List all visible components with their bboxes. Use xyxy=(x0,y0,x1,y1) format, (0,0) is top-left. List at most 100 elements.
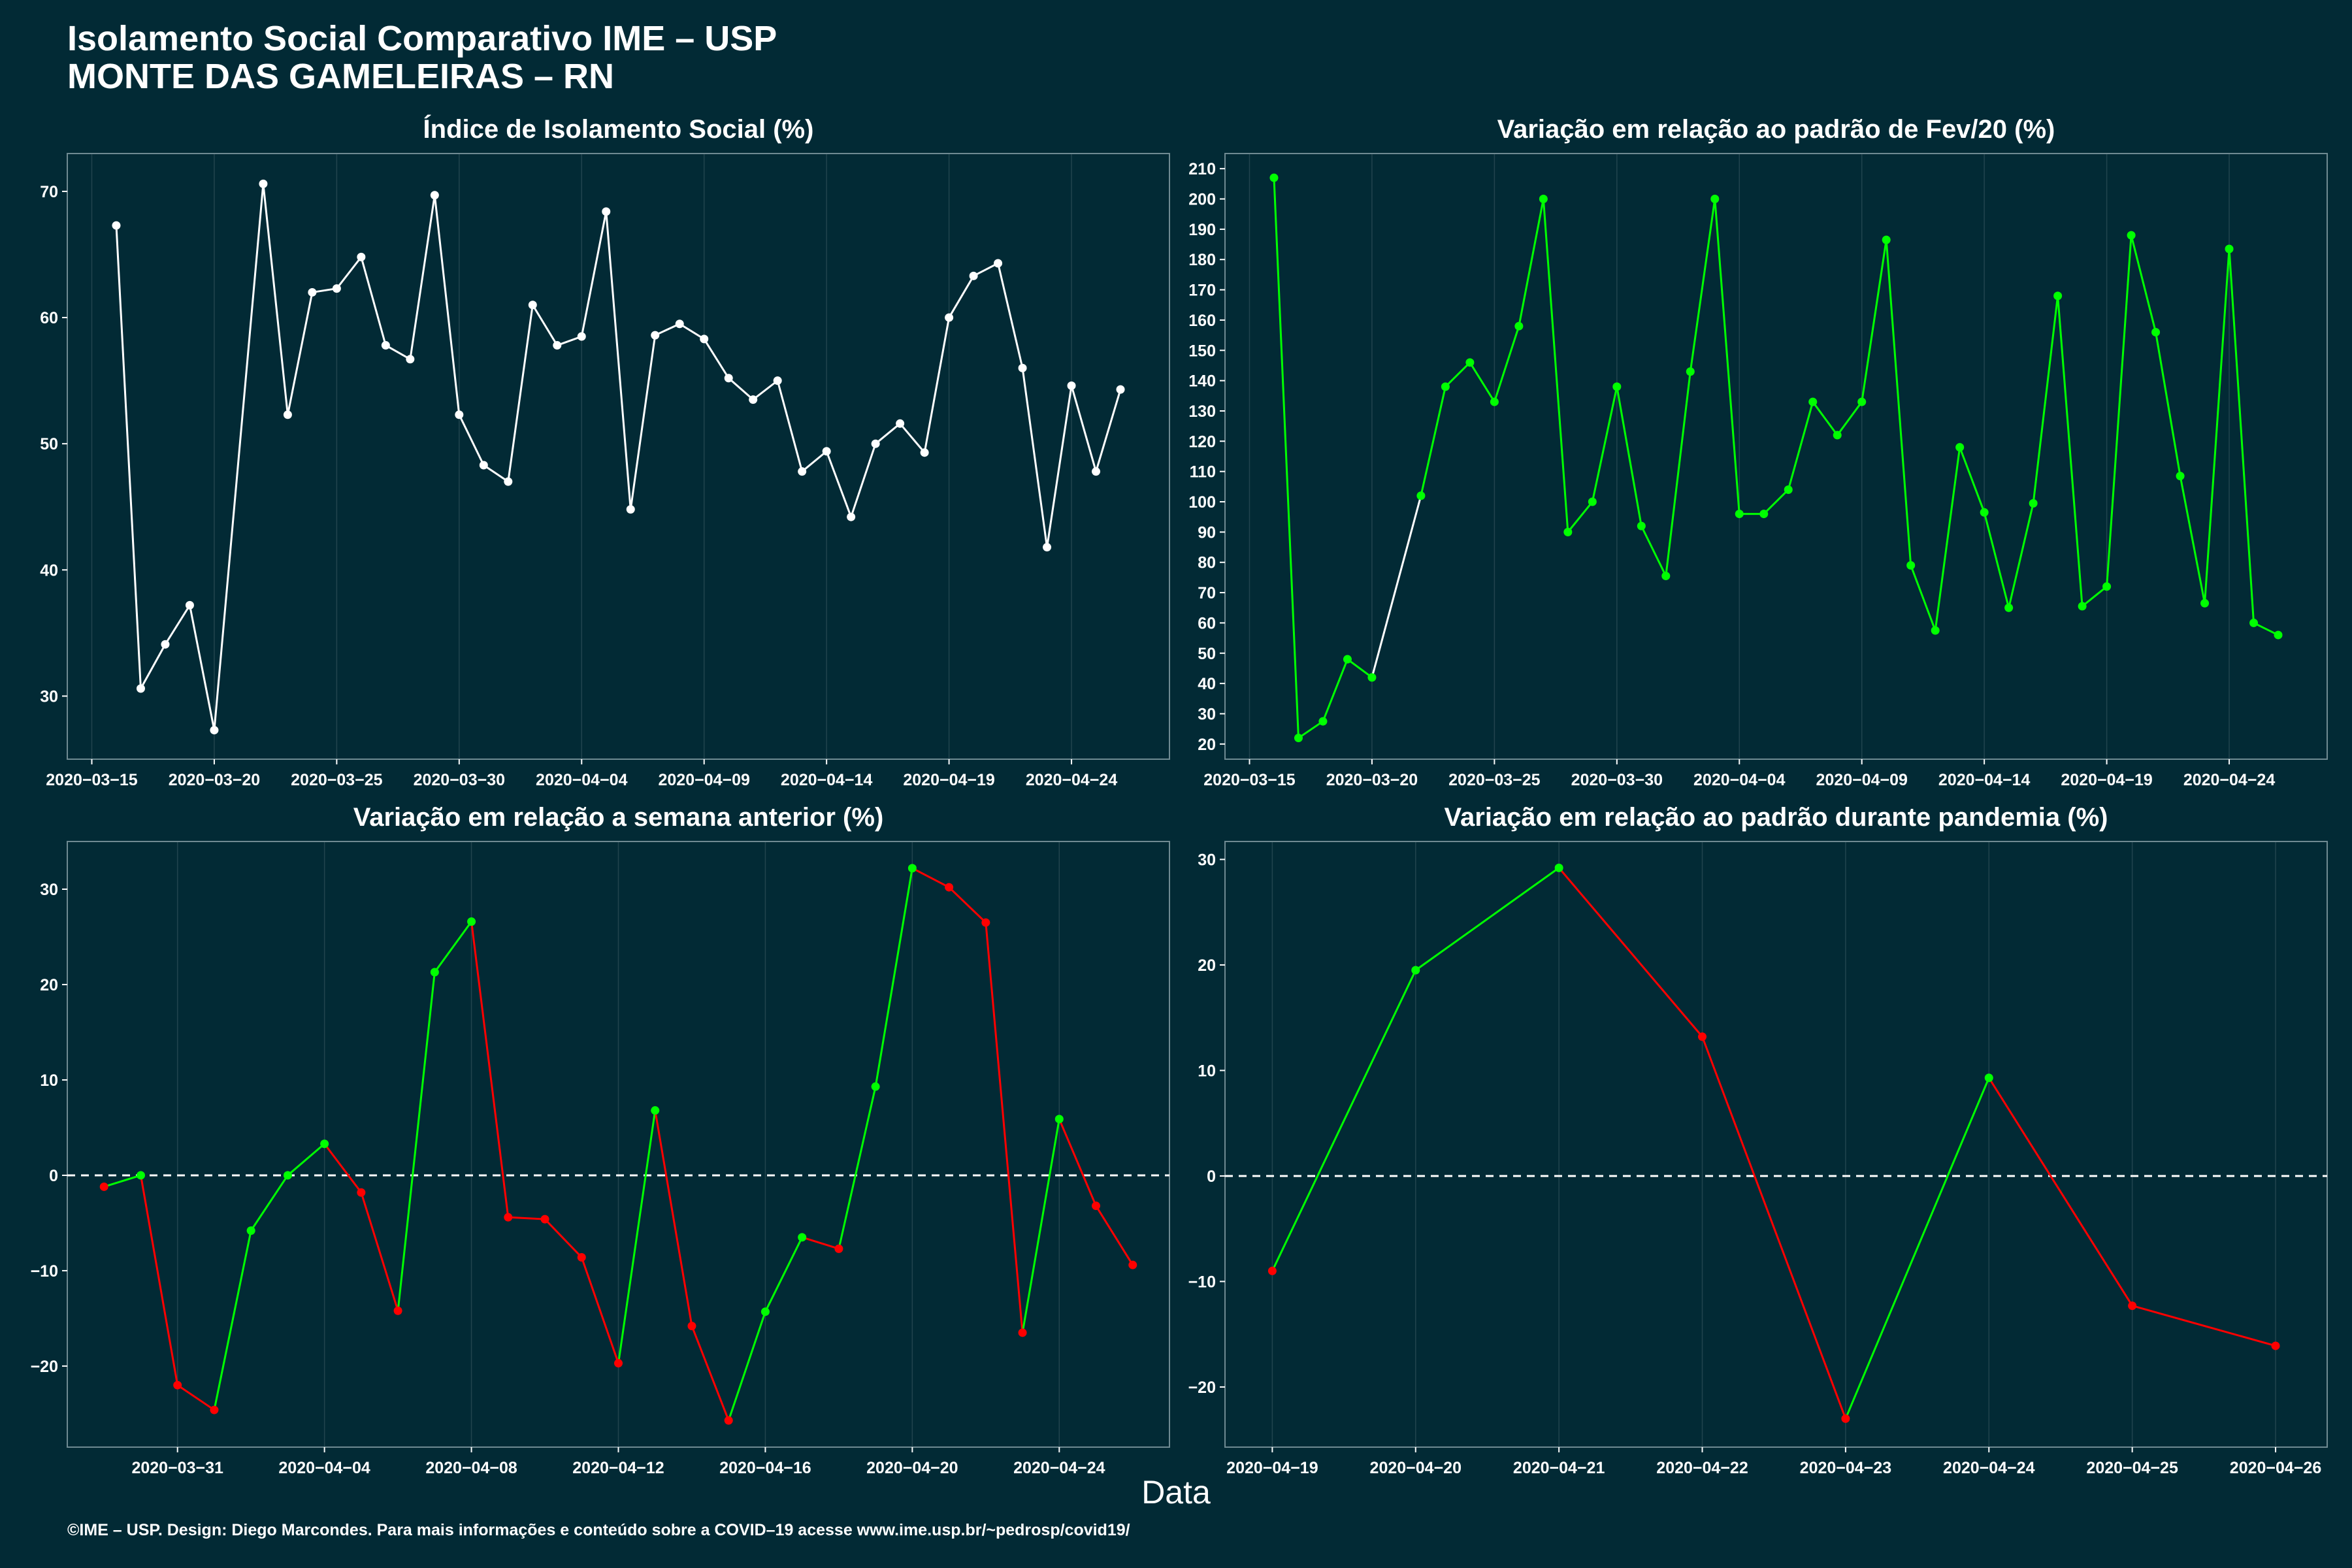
x-tick-label: 2020−04−23 xyxy=(1800,1459,1891,1477)
y-tick-label: 210 xyxy=(1188,160,1216,178)
data-point xyxy=(2225,244,2234,253)
series-segment xyxy=(605,211,632,510)
series-segment xyxy=(838,1086,877,1249)
data-point xyxy=(651,331,660,340)
series-segment xyxy=(1021,1119,1060,1333)
data-point xyxy=(1269,173,1279,182)
y-tick-label: 170 xyxy=(1188,282,1216,300)
series-segment xyxy=(2106,235,2132,587)
series-segment xyxy=(544,1218,583,1258)
x-tick-label: 2020−04−09 xyxy=(658,771,749,789)
y-tick-label: 30 xyxy=(1198,705,1216,723)
x-tick-label: 2020−04−24 xyxy=(2183,771,2276,789)
data-point xyxy=(907,864,917,873)
data-point xyxy=(210,1405,219,1414)
series-segment xyxy=(176,1384,215,1411)
series-segment xyxy=(874,868,913,1087)
series-segment xyxy=(728,377,754,400)
series-segment xyxy=(262,184,289,415)
y-tick-label: −20 xyxy=(1188,1379,1216,1397)
x-tick-label: 2020−04−14 xyxy=(1938,771,2031,789)
y-tick-label: 180 xyxy=(1188,251,1216,269)
x-tick-label: 2020−04−04 xyxy=(278,1459,370,1477)
x-axis-title: Data xyxy=(1141,1474,1211,1511)
y-tick-label: 100 xyxy=(1188,493,1216,512)
series-segment xyxy=(973,262,999,277)
data-point xyxy=(834,1244,843,1253)
series-segment xyxy=(1689,199,1716,372)
series-segment xyxy=(1070,385,1097,472)
data-point xyxy=(626,505,635,514)
data-point xyxy=(136,1171,145,1180)
series-segment xyxy=(433,195,461,415)
series-segment xyxy=(336,256,363,289)
x-tick-label: 2020−04−19 xyxy=(903,771,994,789)
y-tick-label: 30 xyxy=(40,881,58,899)
series-segment xyxy=(1701,1036,1847,1419)
data-point xyxy=(99,1182,108,1191)
series-segment xyxy=(1844,1077,1990,1419)
data-point xyxy=(210,726,219,735)
series-segment xyxy=(764,1237,804,1313)
data-point xyxy=(1411,966,1420,975)
data-point xyxy=(2271,1341,2280,1350)
data-point xyxy=(1539,195,1548,204)
x-tick-label: 2020−04−22 xyxy=(1656,1459,1748,1477)
data-point xyxy=(528,301,537,310)
data-point xyxy=(467,917,476,926)
panel-title-pandemia: Variação em relação ao padrão durante pa… xyxy=(1444,803,2108,832)
plot-frame xyxy=(1224,841,2328,1448)
data-point xyxy=(1554,863,1563,872)
data-point xyxy=(1661,572,1671,581)
series-segment xyxy=(213,184,265,730)
x-tick-label: 2020−03−20 xyxy=(169,771,260,789)
data-point xyxy=(2249,618,2259,627)
data-point xyxy=(553,341,562,350)
data-point xyxy=(2004,603,2014,612)
y-tick-label: 60 xyxy=(1198,614,1216,632)
data-point xyxy=(1267,1266,1277,1275)
series-segment xyxy=(1095,389,1122,472)
main-subtitle: MONTE DAS GAMELEIRAS – RN xyxy=(67,57,615,96)
series-segment xyxy=(629,335,657,510)
series-segment xyxy=(1058,1119,1097,1207)
series-segment xyxy=(1837,401,1863,436)
data-point xyxy=(393,1306,402,1315)
series-segment xyxy=(1414,867,1560,972)
series-segment xyxy=(1420,386,1446,497)
data-point xyxy=(577,1252,586,1262)
series-segment xyxy=(458,414,485,466)
series-segment xyxy=(557,335,582,346)
data-point xyxy=(602,207,611,216)
data-point xyxy=(724,1416,733,1425)
series-segment xyxy=(323,1143,363,1194)
data-point xyxy=(577,332,586,341)
data-point xyxy=(246,1226,255,1235)
data-point xyxy=(1054,1115,1064,1124)
panel-title-semana: Variação em relação a semana anterior (%… xyxy=(353,803,884,832)
series-segment xyxy=(1640,525,1667,577)
y-tick-label: 40 xyxy=(40,561,58,580)
data-point xyxy=(1367,673,1377,682)
data-point xyxy=(614,1359,623,1368)
data-point xyxy=(1698,1032,1707,1041)
series-segment xyxy=(1983,512,2010,608)
data-point xyxy=(1343,655,1352,664)
y-tick-label: 110 xyxy=(1190,463,1216,482)
series-segment xyxy=(948,886,987,924)
x-tick-label: 2020−04−09 xyxy=(1816,771,1907,789)
data-point xyxy=(1686,367,1695,376)
y-tick-label: 120 xyxy=(1188,433,1216,451)
series-segment xyxy=(409,195,436,360)
y-tick-label: −20 xyxy=(31,1358,58,1376)
data-point xyxy=(1128,1260,1137,1269)
data-point xyxy=(479,461,488,470)
main-title: Isolamento Social Comparativo IME – USP xyxy=(67,19,777,58)
x-tick-label: 2020−04−04 xyxy=(1693,771,1786,789)
series-segment xyxy=(691,1326,730,1421)
plot-frame xyxy=(1224,153,2328,760)
data-point xyxy=(847,512,856,521)
y-tick-label: 30 xyxy=(1198,851,1216,869)
data-point xyxy=(798,467,807,476)
data-point xyxy=(2127,231,2136,240)
